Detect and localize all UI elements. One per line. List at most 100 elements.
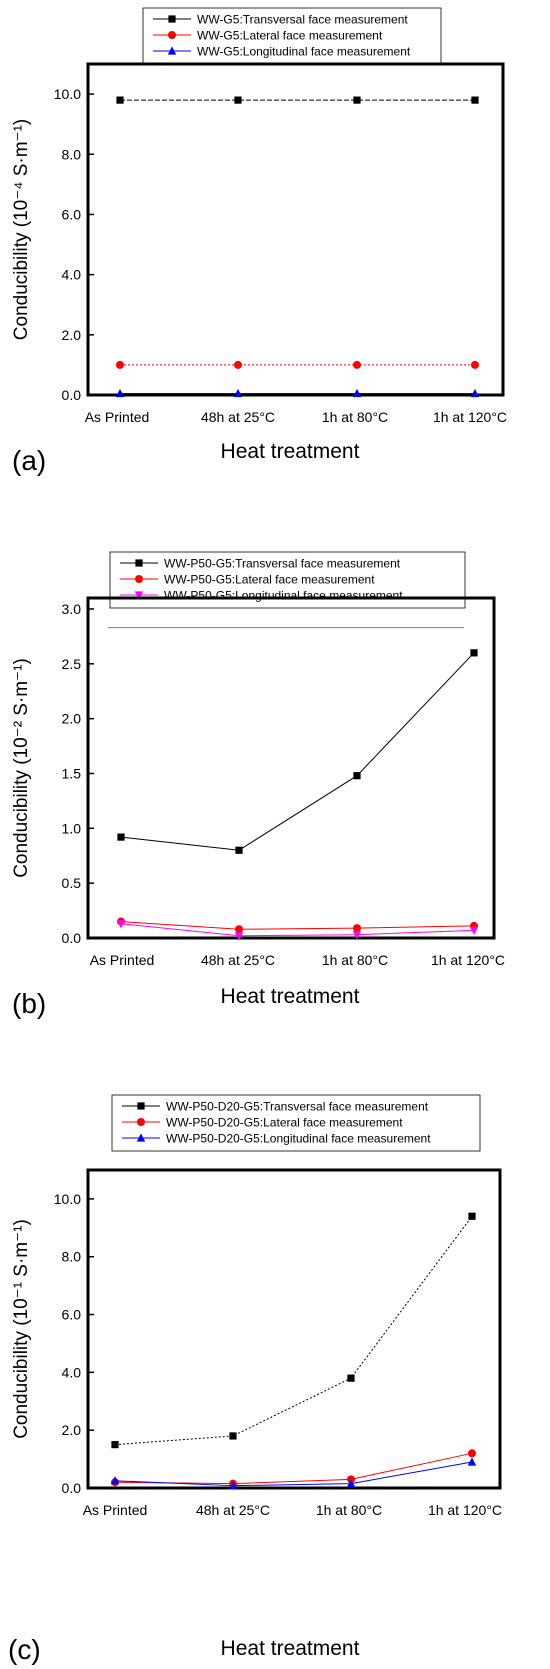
data-point (471, 360, 479, 369)
legend-marker (137, 1102, 145, 1110)
series-line (120, 923, 475, 937)
panel-label: (c) (8, 1634, 41, 1665)
data-point (116, 360, 124, 369)
legend-box (142, 7, 442, 65)
legend-label: WW-P50-D20-G5:Transversal face measureme… (166, 1100, 429, 1114)
series-line (120, 652, 475, 851)
y-tick-label: 6.0 (62, 1307, 82, 1323)
legend: WW-P50-G5:Transversal face measurement WW… (109, 551, 466, 609)
data-series (111, 1449, 476, 1488)
y-tick-label: 4.0 (62, 267, 82, 283)
data-point (353, 924, 361, 933)
legend-marker (168, 15, 176, 23)
y-tick-label: 2.0 (62, 1422, 82, 1438)
y-tick-label: 1.5 (62, 765, 82, 781)
x-tick-label: 48h at 25°C (201, 409, 275, 425)
y-tick-label: 8.0 (62, 1249, 82, 1265)
y-axis-title: Conducibility (10⁻¹ S·m⁻¹) (11, 1219, 32, 1439)
legend-label: WW-P50-G5:Lateral face measurement (164, 573, 375, 587)
legend-label: WW-G5:Longitudinal face measurement (197, 45, 411, 59)
chart-panel: WW-G5:Transversal face measurement WW-G5:… (11, 7, 507, 476)
data-point (469, 926, 479, 935)
x-tick-label: 1h at 80°C (322, 409, 388, 425)
x-axis-title: Heat treatment (221, 440, 360, 463)
data-point (470, 388, 480, 398)
data-point (235, 846, 243, 854)
data-point (468, 1449, 476, 1458)
legend-box (111, 1094, 481, 1152)
legend-label: WW-P50-G5:Longitudinal face measurement (164, 589, 403, 603)
legend-marker (135, 559, 143, 567)
series-line (114, 1215, 473, 1446)
data-series (111, 1212, 476, 1449)
legend-label: WW-P50-G5:Transversal face measurement (164, 557, 401, 571)
plot-frame (86, 596, 496, 940)
legend-marker (137, 1118, 145, 1126)
x-tick-label: As Printed (83, 1502, 148, 1518)
data-point (110, 1476, 120, 1485)
x-tick-label: 1h at 80°C (316, 1502, 382, 1518)
data-point (233, 388, 243, 398)
x-tick-label: 1h at 120°C (428, 1502, 502, 1518)
data-point (234, 96, 242, 104)
series-line (114, 1452, 473, 1485)
x-tick-label: As Printed (85, 409, 150, 425)
x-tick-label: As Printed (90, 952, 155, 968)
plot-frame (86, 62, 505, 397)
y-axis-title: Conducibility (10⁻² S·m⁻¹) (11, 658, 32, 878)
y-tick-label: 2.0 (62, 327, 82, 343)
chart-panel: WW-P50-G5:Transversal face measurement WW… (11, 551, 505, 1019)
legend-marker (134, 591, 144, 600)
data-point (116, 920, 126, 929)
panel-label: (b) (12, 988, 46, 1019)
y-tick-label: 1.0 (62, 820, 82, 836)
data-point (353, 96, 361, 104)
y-tick-label: 0.0 (62, 387, 82, 403)
y-tick-label: 0.0 (62, 1480, 82, 1496)
legend-label: WW-P50-D20-G5:Lateral face measurement (166, 1116, 403, 1130)
x-tick-label: 48h at 25°C (201, 952, 275, 968)
data-point (111, 1441, 119, 1449)
panel-label: (a) (12, 445, 46, 476)
data-point (229, 1432, 237, 1440)
data-point (235, 925, 243, 934)
data-point (234, 360, 242, 369)
x-axis-title: Heat treatment (221, 985, 360, 1008)
x-tick-label: 48h at 25°C (196, 1502, 270, 1518)
data-point (471, 96, 479, 104)
legend-label: WW-G5:Transversal face measurement (197, 13, 408, 27)
series-line (120, 921, 475, 930)
data-point (352, 931, 362, 940)
y-axis-title: Conducibility (10⁻⁴ S·m⁻¹) (11, 119, 32, 340)
data-point (353, 360, 361, 369)
y-tick-label: 6.0 (62, 206, 82, 222)
x-axis-title: Heat treatment (221, 1637, 360, 1660)
y-tick-label: 2.0 (62, 711, 82, 727)
data-series (116, 920, 479, 941)
x-tick-label: 1h at 120°C (433, 409, 507, 425)
legend-marker (136, 1133, 146, 1142)
data-point (468, 1212, 476, 1220)
data-series (116, 96, 479, 104)
data-point (347, 1374, 355, 1382)
data-series (117, 649, 478, 854)
data-series (115, 388, 480, 398)
data-point (467, 1457, 477, 1466)
data-point (470, 649, 478, 657)
data-point (234, 932, 244, 941)
y-tick-label: 10.0 (54, 1191, 81, 1207)
x-tick-label: 1h at 80°C (322, 952, 388, 968)
legend: WW-P50-D20-G5:Transversal face measureme… (111, 1094, 481, 1152)
y-tick-label: 4.0 (62, 1364, 82, 1380)
y-tick-label: 2.5 (62, 656, 82, 672)
legend-label: WW-G5:Lateral face measurement (197, 29, 383, 43)
series-line (114, 1461, 473, 1487)
legend-marker (135, 575, 143, 583)
data-point (228, 1481, 238, 1490)
chart-panel: WW-P50-D20-G5:Transversal face measureme… (8, 1094, 502, 1665)
x-tick-label: 1h at 120°C (431, 952, 505, 968)
plot-frame (86, 1168, 502, 1490)
y-tick-label: 0.0 (62, 930, 82, 946)
y-tick-label: 8.0 (62, 146, 82, 162)
